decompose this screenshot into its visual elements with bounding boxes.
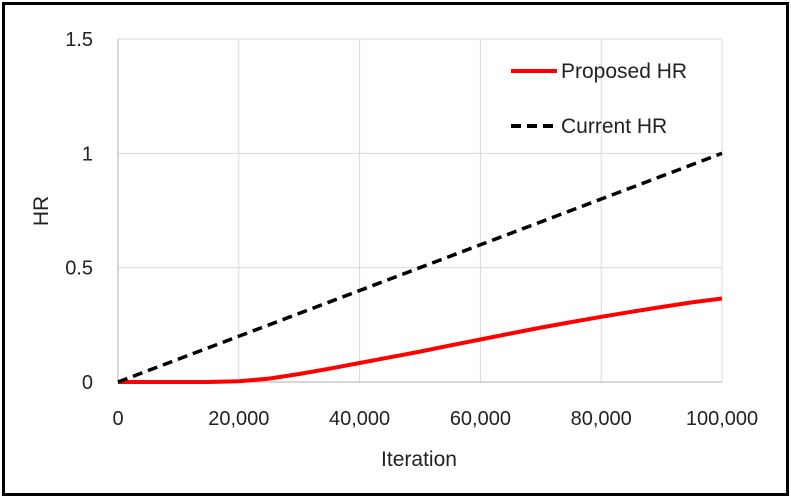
y-tick-label: 1.5 (65, 29, 93, 51)
x-tick-label: 20,000 (208, 408, 269, 430)
legend-label-proposed-hr: Proposed HR (561, 60, 687, 83)
grid (118, 38, 723, 382)
x-tick-label: 40,000 (329, 408, 390, 430)
y-tick-label: 0 (82, 372, 93, 394)
x-tick-label: 60,000 (450, 408, 511, 430)
x-tick-label: 80,000 (571, 408, 632, 430)
ticks: 0 20,000 40,000 60,000 80,000 100,000 0 0.5 1 1.5 (65, 29, 758, 430)
axes (117, 39, 722, 383)
x-tick-label: 0 (112, 408, 123, 430)
legend-label-current-hr: Current HR (561, 115, 667, 138)
y-tick-label: 1 (82, 143, 93, 165)
legend: Proposed HR Current HR (511, 60, 687, 138)
series-line-current-hr (117, 151, 723, 384)
x-tick-label: 100,000 (686, 408, 758, 430)
series-line-proposed-hr (118, 296, 723, 384)
y-tick-label: 0.5 (65, 258, 93, 280)
y-axis-label: HR (30, 196, 53, 226)
x-axis-label: Iteration (381, 448, 457, 471)
series-layer (117, 151, 723, 384)
